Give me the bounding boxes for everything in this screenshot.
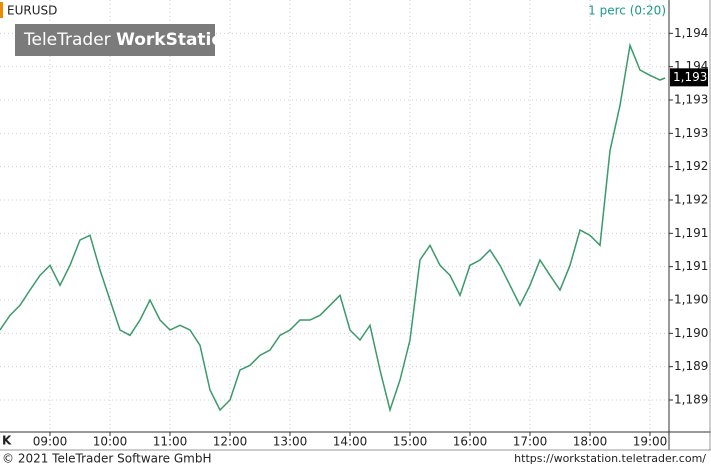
logo-box: [15, 24, 215, 56]
y-tick-label: 1,190: [674, 326, 708, 340]
y-tick-label: 1,190: [674, 293, 708, 307]
y-tick-label: 1,194: [674, 26, 708, 40]
x-tick-label: 09:00: [33, 435, 68, 449]
interval: 1 perc (0:20): [588, 4, 666, 18]
x-tick-label: 16:00: [453, 435, 488, 449]
x-tick-label: 11:00: [153, 435, 188, 449]
x-tick-label: 14:00: [333, 435, 368, 449]
price-line: [0, 42, 666, 413]
y-tick-label: 1,193: [674, 93, 708, 107]
y-tick-label: 1,189: [674, 359, 708, 373]
last-price-label: 1,193: [673, 70, 707, 84]
y-tick-label: 1,192: [674, 193, 708, 207]
x-tick-label: 13:00: [273, 435, 308, 449]
y-tick-label: 1,192: [674, 159, 708, 173]
x-tick-label: 12:00: [213, 435, 248, 449]
url[interactable]: https://workstation.teletrader.com/: [514, 452, 706, 465]
symbol-marker: [0, 2, 3, 18]
copyright: © 2021 TeleTrader Software GmbH: [2, 452, 212, 466]
symbol: EURUSD: [7, 4, 57, 18]
logo-product: WorkStation: [116, 30, 235, 50]
x-tick-label: 18:00: [573, 435, 608, 449]
last-price-box: [670, 68, 708, 87]
logo-brand: TeleTrader: [23, 30, 111, 50]
corner-label: K: [2, 434, 12, 448]
y-tick-label: 1,191: [674, 259, 708, 273]
x-tick-label: 15:00: [393, 435, 428, 449]
grid: [0, 0, 669, 432]
y-tick-label: 1,191: [674, 226, 708, 240]
y-tick-label: 1,193: [674, 126, 708, 140]
x-tick-label: 17:00: [513, 435, 548, 449]
y-tick-label: 1,189: [674, 393, 708, 407]
x-tick-label: 10:00: [93, 435, 128, 449]
x-tick-label: 19:00: [633, 435, 668, 449]
logo: TeleTrader WorkStation: [23, 30, 235, 50]
